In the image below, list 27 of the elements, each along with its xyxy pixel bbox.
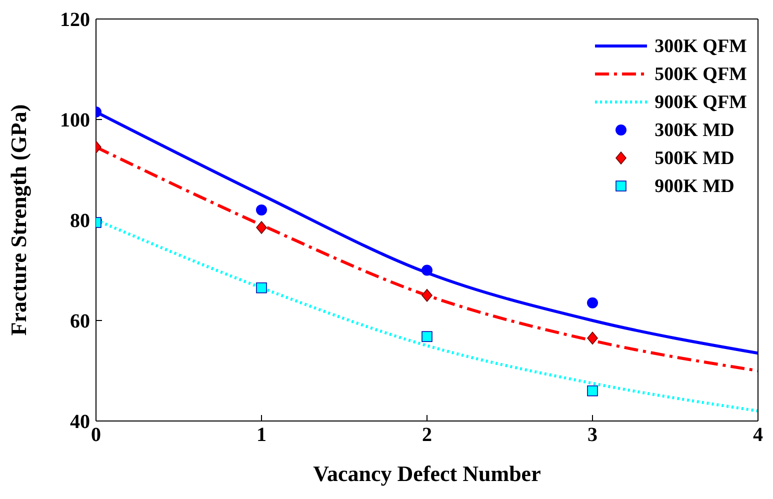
point [587, 332, 598, 344]
point [422, 264, 432, 276]
legend-label: 900K QFM [654, 92, 747, 112]
y-tick-label: 60 [70, 310, 90, 333]
point [422, 331, 432, 342]
legend-label: 300K MD [654, 120, 734, 140]
y-axis-title: Fracture Strength (GPa) [6, 104, 31, 336]
x-tick-label: 2 [422, 424, 432, 446]
x-tick-label: 4 [753, 424, 763, 446]
legend-label: 500K QFM [654, 64, 747, 84]
x-tick-label: 0 [91, 424, 101, 446]
point [256, 282, 267, 294]
x-tick-label: 1 [256, 424, 266, 446]
y-tick-label: 80 [70, 210, 90, 232]
x-axis-title: Vacancy Defect Number [313, 461, 542, 486]
point [587, 297, 598, 308]
legend-label: 900K MD [654, 176, 734, 196]
point [587, 385, 598, 396]
y-tick-label: 100 [60, 110, 90, 132]
y-tick-label: 120 [60, 9, 90, 32]
point [256, 204, 267, 216]
point [422, 288, 432, 302]
x-tick-label: 3 [588, 424, 598, 446]
legend-label: 300K QFM [654, 36, 747, 56]
point [256, 221, 267, 234]
y-tick-label: 40 [70, 411, 90, 434]
legend-label: 500K MD [654, 148, 734, 168]
